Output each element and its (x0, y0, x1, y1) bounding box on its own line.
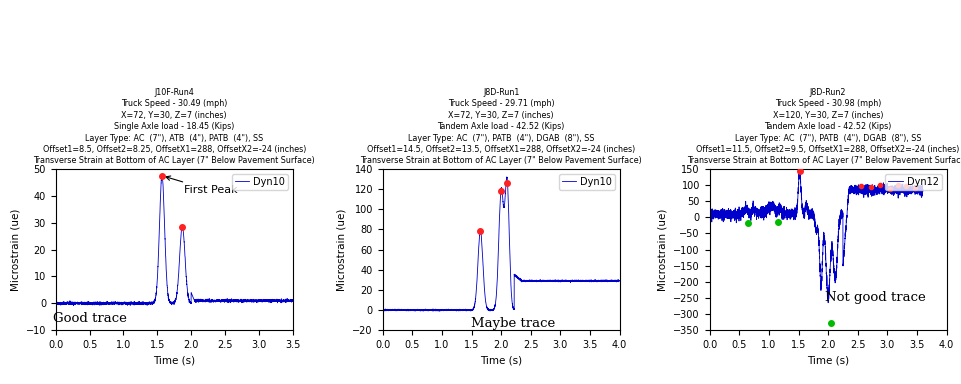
Dyn10 (100, 302, 111, 306)
Dyn10 (161, 290, 173, 295)
X-axis label: Time (s): Time (s) (807, 356, 850, 366)
Dyn10 (157, 173, 168, 177)
Dyn10 (377, 308, 388, 312)
Dyn10 (287, 298, 299, 303)
Y-axis label: Microstrain (ue): Microstrain (ue) (337, 209, 347, 291)
Dyn10 (606, 278, 618, 282)
Dyn10 (595, 278, 606, 283)
Dyn12 (703, 216, 715, 220)
Line: Dyn10: Dyn10 (382, 177, 620, 311)
Dyn10 (549, 278, 560, 283)
Legend: Dyn12: Dyn12 (885, 174, 942, 190)
Dyn12 (897, 182, 908, 186)
Dyn10 (479, 284, 490, 288)
Line: Dyn12: Dyn12 (709, 164, 923, 303)
Dyn12 (750, 208, 761, 212)
Text: Good trace: Good trace (53, 312, 127, 324)
Text: Not good trace: Not good trace (825, 291, 925, 305)
Dyn10 (433, 309, 445, 313)
Dyn10 (489, 302, 501, 307)
Dyn10 (67, 303, 79, 308)
Dyn10 (501, 175, 512, 179)
Dyn10 (614, 278, 626, 283)
Dyn10 (190, 300, 202, 304)
Line: Dyn10: Dyn10 (56, 175, 293, 306)
Title: J8D-Run2
Truck Speed - 30.98 (mph)
X=120, Y=30, Z=7 (inches)
Tandem Axle load - : J8D-Run2 Truck Speed - 30.98 (mph) X=120… (687, 88, 961, 166)
Text: First Peak: First Peak (166, 176, 238, 195)
Y-axis label: Microstrain (ue): Microstrain (ue) (657, 209, 668, 291)
Dyn12 (837, 210, 849, 214)
Dyn12 (794, 162, 805, 166)
Title: J8D-Run1
Truck Speed - 29.71 (mph)
X=72, Y=30, Z=7 (inches)
Tandem Axle load - 4: J8D-Run1 Truck Speed - 29.71 (mph) X=72,… (360, 88, 642, 166)
Dyn10 (50, 301, 62, 305)
X-axis label: Time (s): Time (s) (480, 356, 522, 366)
X-axis label: Time (s): Time (s) (153, 356, 195, 366)
Legend: Dyn10: Dyn10 (232, 174, 287, 190)
Y-axis label: Microstrain (ue): Microstrain (ue) (10, 209, 20, 291)
Text: Maybe trace: Maybe trace (471, 317, 555, 330)
Dyn10 (136, 301, 147, 306)
Legend: Dyn10: Dyn10 (558, 174, 615, 190)
Dyn10 (477, 248, 488, 253)
Title: J10F-Run4
Truck Speed - 30.49 (mph)
X=72, Y=30, Z=7 (inches)
Single Axle load - : J10F-Run4 Truck Speed - 30.49 (mph) X=72… (34, 88, 315, 166)
Dyn12 (763, 206, 775, 210)
Dyn12 (823, 300, 834, 305)
Dyn12 (833, 226, 845, 231)
Dyn10 (269, 298, 281, 303)
Dyn12 (917, 187, 928, 192)
Dyn10 (201, 298, 212, 303)
Dyn12 (917, 189, 928, 194)
